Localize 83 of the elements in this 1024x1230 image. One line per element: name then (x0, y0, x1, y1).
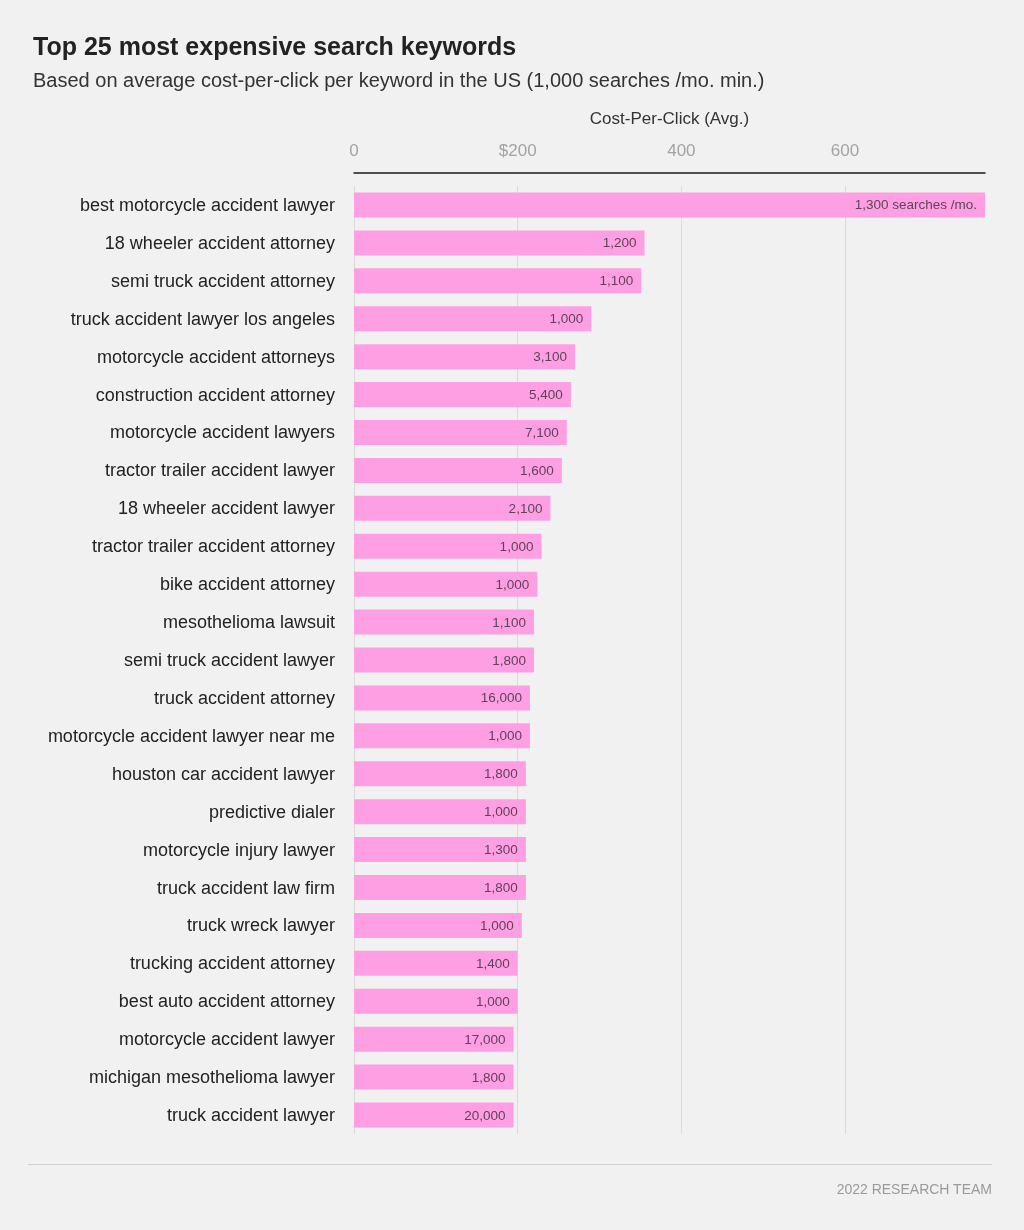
annotation: 1,600 (520, 462, 554, 478)
bar (354, 230, 645, 256)
x-tick-label: 600 (830, 141, 860, 160)
y-tick-label: semi truck accident lawyer (123, 650, 335, 670)
x-tick-label: 0 (349, 141, 359, 160)
bar (354, 457, 562, 483)
annotation: 1,400 (475, 955, 510, 971)
annotation: 1,100 (599, 273, 634, 289)
text: 2022 RESEARCH TEAM (836, 1181, 992, 1197)
bar (354, 268, 642, 294)
bar (354, 192, 985, 218)
bar (354, 344, 575, 370)
annotation: 1,000 (488, 728, 522, 744)
y-tick-label: semi truck accident attorney (110, 270, 335, 291)
y-tick-label: 18 wheeler accident lawyer (117, 498, 335, 519)
bar (354, 799, 526, 825)
y-tick-label: mesothelioma lawsuit (162, 612, 335, 633)
bar (354, 306, 592, 332)
annotation: 1,800 (484, 766, 518, 782)
y-tick-label: 18 wheeler accident attorney (104, 232, 335, 253)
y-tick-label: best motorcycle accident lawyer (79, 194, 335, 215)
y-tick-label: bike accident attorney (159, 574, 335, 595)
bar (354, 1102, 514, 1128)
bar (354, 950, 518, 976)
y-tick-label: tractor trailer accident lawyer (104, 460, 335, 481)
y-tick-label: motorcycle injury lawyer (142, 839, 335, 860)
annotation: 7,100 (524, 424, 559, 440)
annotation: 5,400 (529, 387, 563, 403)
y-tick-label: predictive dialer (208, 801, 335, 822)
annotation: 17,000 (464, 1031, 506, 1047)
bar (354, 723, 530, 749)
y-tick-label: motorcycle accident lawyer (118, 1029, 335, 1050)
y-tick-label: truck accident law firm (156, 877, 335, 898)
annotation: 1,000 (495, 576, 530, 592)
annotation: 1,000 (549, 311, 584, 327)
bar (354, 571, 538, 597)
chart-title: Top 25 most expensive search keywords (33, 31, 517, 60)
bar (354, 685, 530, 711)
y-tick-label: truck accident attorney (153, 687, 335, 708)
annotation: 1,000 (484, 804, 518, 820)
chart-subtitle: Based on average cost-per-click per keyword in the US (1,000 searches /mo. min.) (33, 69, 765, 91)
bar (354, 912, 522, 938)
y-tick-label: best auto accident attorney (118, 991, 335, 1012)
bar (354, 533, 542, 559)
y-tick-label: houston car accident lawyer (111, 763, 335, 784)
bar (354, 1026, 514, 1052)
bar (354, 382, 571, 408)
bar (354, 419, 567, 445)
y-tick-label: construction accident attorney (95, 384, 335, 405)
y-tick-label: michigan mesothelioma lawyer (88, 1067, 335, 1088)
bar (354, 1064, 514, 1090)
y-tick-label: truck accident lawyer los angeles (70, 308, 335, 329)
bar (354, 647, 535, 673)
bar (354, 761, 526, 787)
y-tick-label: motorcycle accident lawyer near me (47, 725, 335, 746)
bar (354, 875, 526, 901)
annotation: 1,300 (484, 842, 518, 858)
annotation: 1,000 (475, 993, 510, 1009)
annotation: 16,000 (480, 690, 522, 706)
bar (354, 988, 518, 1014)
y-tick-label: truck accident lawyer (166, 1105, 335, 1126)
y-tick-label: trucking accident attorney (129, 953, 335, 974)
annotation: 2,100 (508, 500, 543, 516)
annotation: 1,800 (484, 880, 518, 896)
annotation: 1,800 (471, 1069, 506, 1085)
x-tick-label: $200 (498, 141, 537, 160)
bar (354, 837, 526, 863)
annotation: 1,100 (492, 614, 527, 630)
annotation: 3,100 (533, 349, 567, 365)
annotation: 1,300 searches /mo. (854, 197, 977, 213)
bar (354, 609, 535, 635)
y-tick-label: truck wreck lawyer (186, 915, 335, 936)
y-tick-label: motorcycle accident attorneys (96, 346, 335, 367)
x-tick-label: 400 (667, 141, 696, 160)
x-axis-title: Cost-Per-Click (Avg.) (589, 109, 750, 128)
y-tick-label: tractor trailer accident attorney (91, 536, 335, 557)
annotation: 1,800 (492, 652, 527, 668)
annotation: 20,000 (464, 1107, 506, 1123)
annotation: 1,000 (479, 917, 514, 933)
bar (354, 495, 551, 521)
annotation: 1,000 (499, 538, 534, 554)
annotation: 1,200 (602, 235, 637, 251)
y-tick-label: motorcycle accident lawyers (109, 422, 335, 443)
